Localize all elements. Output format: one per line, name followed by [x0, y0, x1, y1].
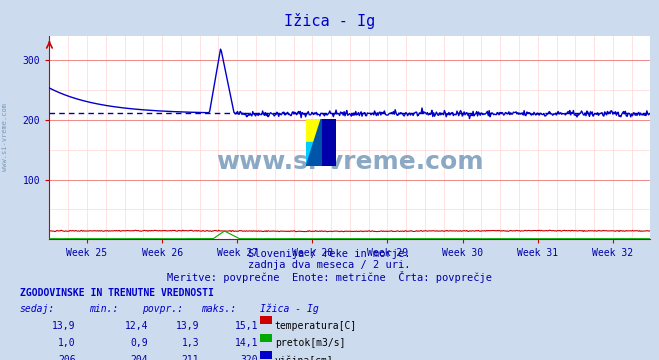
- Text: 13,9: 13,9: [52, 321, 76, 331]
- Text: 14,1: 14,1: [235, 338, 258, 348]
- Text: 15,1: 15,1: [235, 321, 258, 331]
- Text: višina[cm]: višina[cm]: [275, 355, 333, 360]
- Text: min.:: min.:: [89, 303, 119, 314]
- Polygon shape: [306, 119, 322, 166]
- Text: www.si-vreme.com: www.si-vreme.com: [216, 150, 484, 174]
- Text: zadnja dva meseca / 2 uri.: zadnja dva meseca / 2 uri.: [248, 260, 411, 270]
- Text: 206: 206: [58, 355, 76, 360]
- Text: Slovenija / reke in morje.: Slovenija / reke in morje.: [248, 249, 411, 259]
- Text: 13,9: 13,9: [175, 321, 199, 331]
- Text: 320: 320: [241, 355, 258, 360]
- Text: maks.:: maks.:: [201, 303, 236, 314]
- Polygon shape: [322, 119, 336, 166]
- Text: 1,3: 1,3: [181, 338, 199, 348]
- Text: 12,4: 12,4: [125, 321, 148, 331]
- Text: 0,9: 0,9: [130, 338, 148, 348]
- Text: temperatura[C]: temperatura[C]: [275, 321, 357, 331]
- Text: pretok[m3/s]: pretok[m3/s]: [275, 338, 345, 348]
- Text: 204: 204: [130, 355, 148, 360]
- Text: sedaj:: sedaj:: [20, 303, 55, 314]
- Text: povpr.:: povpr.:: [142, 303, 183, 314]
- Text: Ižica - Ig: Ižica - Ig: [284, 13, 375, 28]
- Text: 1,0: 1,0: [58, 338, 76, 348]
- Text: ZGODOVINSKE IN TRENUTNE VREDNOSTI: ZGODOVINSKE IN TRENUTNE VREDNOSTI: [20, 288, 214, 298]
- Text: Meritve: povprečne  Enote: metrične  Črta: povprečje: Meritve: povprečne Enote: metrične Črta:…: [167, 271, 492, 283]
- Text: Ižica - Ig: Ižica - Ig: [260, 303, 319, 314]
- Polygon shape: [306, 119, 322, 142]
- Text: www.si-vreme.com: www.si-vreme.com: [2, 103, 9, 171]
- Text: 211: 211: [181, 355, 199, 360]
- Polygon shape: [306, 142, 322, 166]
